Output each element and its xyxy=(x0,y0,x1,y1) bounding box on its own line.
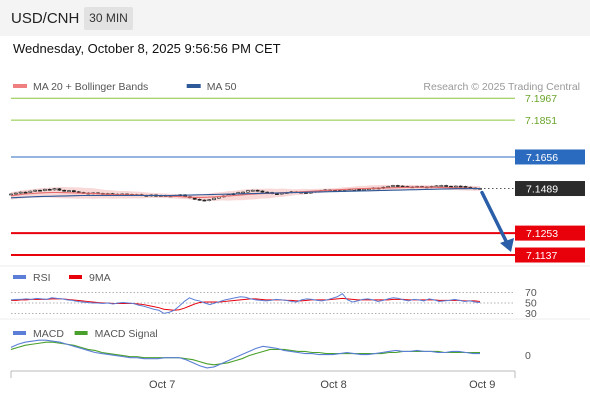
candle-body xyxy=(28,190,33,193)
ma20-line xyxy=(10,186,481,198)
rsi-tick-label: 70 xyxy=(525,287,537,299)
x-tick-label: Oct 9 xyxy=(469,379,495,391)
candle-body xyxy=(42,188,47,191)
legend-swatch-2 xyxy=(186,84,201,88)
candle-body xyxy=(434,185,439,188)
forecast-arrow-head xyxy=(500,238,514,253)
level-label-support: 7.1137 xyxy=(526,250,557,262)
candle-body xyxy=(255,189,260,192)
last-price-tag xyxy=(515,181,585,197)
candle-body xyxy=(38,189,42,192)
candle-body xyxy=(453,185,458,188)
rsi-line xyxy=(10,292,481,314)
ma50-line xyxy=(10,187,480,199)
candle-body xyxy=(246,190,250,193)
candle-body xyxy=(458,185,463,188)
candle-body xyxy=(202,199,207,202)
candle-body xyxy=(71,190,76,193)
forecast-arrow-shaft xyxy=(480,190,509,245)
macd-tick-label: 0 xyxy=(525,350,531,362)
candle-body xyxy=(241,191,245,194)
legend-swatch-1 xyxy=(13,84,27,88)
candle-body xyxy=(449,185,453,188)
candle-body xyxy=(18,191,23,194)
candle-body xyxy=(62,189,67,192)
candle-body xyxy=(260,190,265,193)
candle-body xyxy=(391,185,395,187)
candle-body xyxy=(250,189,255,192)
candle-body xyxy=(439,185,444,187)
candle-body xyxy=(275,193,279,195)
candle-body xyxy=(52,188,57,191)
candle-body xyxy=(444,185,449,187)
candle-body xyxy=(207,199,212,201)
candle-body xyxy=(395,185,400,187)
level-label-pivot: 7.1656 xyxy=(526,152,558,164)
macd-legend-swatch-1 xyxy=(13,331,26,335)
level-tag-support xyxy=(515,247,585,263)
level-tag-support xyxy=(515,225,585,241)
chart-datetime: Wednesday, October 8, 2025 9:56:56 PM CE… xyxy=(13,41,281,56)
candle-body xyxy=(67,190,71,192)
candle-body xyxy=(57,188,62,191)
level-label-resistance: 7.1967 xyxy=(525,93,557,105)
candle-body xyxy=(463,186,468,188)
candle-body xyxy=(9,193,13,196)
candle-body xyxy=(362,189,366,191)
macd-legend-swatch-2 xyxy=(74,331,88,335)
rsi-legend-label-1: RSI xyxy=(33,272,51,284)
header-bar: USD/CNH 30 MIN xyxy=(0,0,590,36)
rsi-legend-swatch-1 xyxy=(13,275,26,279)
candle-body xyxy=(357,188,362,191)
macd-legend-label-1: MACD xyxy=(33,328,64,340)
candle-body xyxy=(33,189,38,192)
level-label-resistance: 7.1851 xyxy=(525,115,557,127)
copyright-text: Research © 2025 Trading Central xyxy=(423,81,580,93)
candle-body xyxy=(23,191,28,194)
candle-body xyxy=(47,188,52,191)
candle-body xyxy=(197,198,202,201)
legend-label-1: MA 20 + Bollinger Bands xyxy=(33,81,148,93)
macd-line xyxy=(10,339,480,369)
candle-body xyxy=(192,197,197,200)
candle-body xyxy=(13,192,18,195)
timeframe-badge[interactable]: 30 MIN xyxy=(84,7,133,30)
candle-body xyxy=(212,197,216,200)
rsi-legend-label-2: 9MA xyxy=(89,272,111,284)
macd-legend-label-2: MACD Signal xyxy=(95,328,158,340)
rsi-legend-swatch-2 xyxy=(69,275,82,279)
level-label-support: 7.1253 xyxy=(526,228,558,240)
legend-label-2: MA 50 xyxy=(207,81,237,93)
x-tick-label: Oct 8 xyxy=(320,379,346,391)
rsi-tick-label: 50 xyxy=(525,298,537,310)
x-tick-label: Oct 7 xyxy=(149,379,175,391)
level-tag-pivot xyxy=(515,149,585,165)
symbol-title: USD/CNH xyxy=(11,10,80,27)
rsi-tick-label: 30 xyxy=(525,308,537,320)
last-price-label: 7.1489 xyxy=(526,184,558,196)
